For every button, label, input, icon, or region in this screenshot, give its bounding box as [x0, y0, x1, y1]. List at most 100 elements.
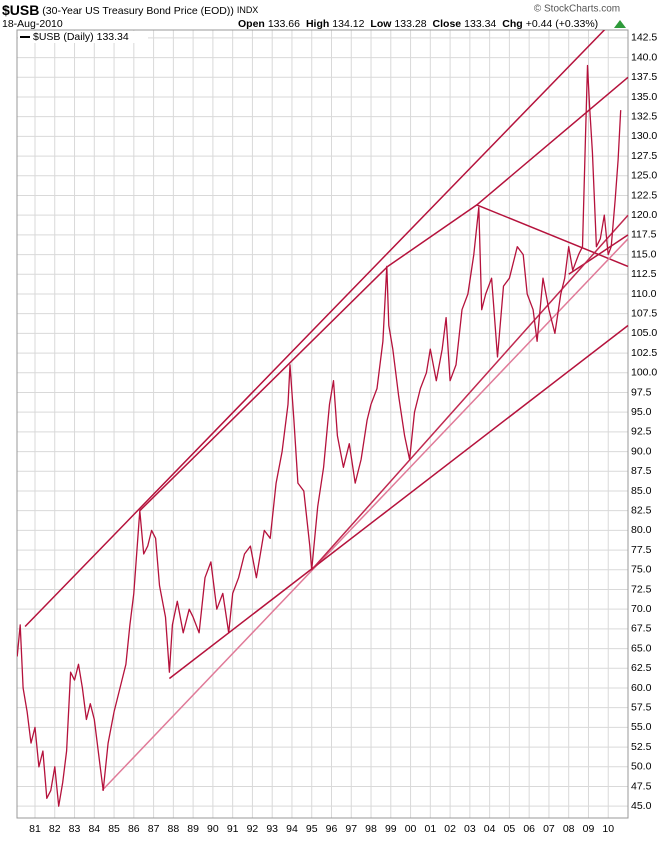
y-tick-label: 55.0 — [631, 721, 652, 733]
x-tick-label: 83 — [69, 823, 81, 835]
y-tick-label: 105.0 — [631, 327, 657, 339]
quote-label: Chg — [502, 18, 522, 30]
trendline — [387, 76, 629, 268]
trendline — [24, 30, 606, 628]
y-tick-label: 102.5 — [631, 347, 657, 359]
x-tick-label: 89 — [187, 823, 199, 835]
quote-value: +0.44 — [526, 18, 553, 30]
y-tick-label: 142.5 — [631, 32, 657, 44]
legend-name: $USB (Daily) — [33, 31, 94, 43]
y-tick-label: 117.5 — [631, 229, 657, 241]
x-tick-label: 98 — [365, 823, 377, 835]
up-indicator — [614, 20, 626, 28]
y-tick-label: 60.0 — [631, 682, 652, 694]
quote-value: 133.28 — [394, 18, 426, 30]
y-tick-label: 67.5 — [631, 623, 652, 635]
symbol: $USB — [2, 2, 39, 18]
x-tick-label: 07 — [543, 823, 555, 835]
y-tick-label: 120.0 — [631, 209, 657, 221]
y-tick-label: 77.5 — [631, 544, 652, 556]
x-tick-label: 97 — [345, 823, 357, 835]
x-tick-label: 93 — [266, 823, 278, 835]
y-tick-label: 45.0 — [631, 800, 652, 812]
legend-entry: $USB (Daily) 133.34 — [33, 31, 129, 43]
quote-label: High — [306, 18, 329, 30]
y-tick-label: 132.5 — [631, 110, 657, 122]
x-tick-label: 06 — [523, 823, 535, 835]
y-tick-label: 95.0 — [631, 406, 652, 418]
y-tick-label: 70.0 — [631, 603, 652, 615]
x-tick-label: 01 — [424, 823, 436, 835]
y-tick-label: 140.0 — [631, 51, 657, 63]
y-tick-label: 112.5 — [631, 268, 657, 280]
y-tick-label: 97.5 — [631, 386, 652, 398]
y-tick-label: 65.0 — [631, 642, 652, 654]
quote-label: Open — [238, 18, 265, 30]
y-tick-label: 57.5 — [631, 701, 652, 713]
x-tick-label: 00 — [405, 823, 417, 835]
trendline — [139, 265, 389, 512]
y-tick-label: 110.0 — [631, 288, 657, 300]
x-tick-label: 10 — [602, 823, 614, 835]
x-tick-label: 84 — [88, 823, 100, 835]
y-tick-label: 85.0 — [631, 485, 652, 497]
quote-label: Low — [370, 18, 392, 30]
x-tick-label: 91 — [227, 823, 239, 835]
y-tick-label: 52.5 — [631, 741, 652, 753]
quote-value: 133.34 — [464, 18, 496, 30]
x-tick-label: 92 — [247, 823, 259, 835]
y-tick-label: 92.5 — [631, 426, 652, 438]
x-tick-label: 94 — [286, 823, 298, 835]
x-tick-label: 03 — [464, 823, 476, 835]
y-tick-label: 62.5 — [631, 662, 652, 674]
y-tick-label: 90.0 — [631, 445, 652, 457]
y-tick-label: 127.5 — [631, 150, 657, 162]
y-tick-label: 137.5 — [631, 71, 657, 83]
trendline — [101, 238, 629, 791]
x-tick-label: 08 — [563, 823, 575, 835]
y-tick-label: 135.0 — [631, 91, 657, 103]
quote-label: Close — [433, 18, 462, 30]
y-tick-label: 50.0 — [631, 761, 652, 773]
trendline — [568, 234, 629, 275]
date: 18-Aug-2010 — [2, 18, 63, 30]
plot-frame — [16, 29, 629, 819]
quote-value: 134.12 — [332, 18, 364, 30]
price-line — [17, 64, 622, 807]
x-tick-label: 05 — [504, 823, 516, 835]
y-tick-label: 122.5 — [631, 189, 657, 201]
y-tick-label: 80.0 — [631, 524, 652, 536]
legend-last-value: 133.34 — [97, 31, 129, 43]
x-tick-label: 85 — [108, 823, 120, 835]
x-tick-label: 82 — [49, 823, 61, 835]
x-tick-label: 95 — [306, 823, 318, 835]
x-tick-label: 87 — [148, 823, 160, 835]
x-tick-label: 96 — [326, 823, 338, 835]
quote: Open 133.66 High 134.12 Low 133.28 Close 133.34… — [238, 18, 598, 30]
y-tick-label: 130.0 — [631, 130, 657, 142]
trendline — [476, 204, 629, 268]
legend-bg — [18, 31, 148, 43]
y-tick-label: 125.0 — [631, 170, 657, 182]
x-tick-label: 90 — [207, 823, 219, 835]
trendline — [168, 324, 629, 680]
y-tick-label: 115.0 — [631, 248, 657, 260]
title: (30-Year US Treasury Bond Price (EOD)) — [42, 5, 234, 17]
y-tick-label: 100.0 — [631, 367, 657, 379]
y-tick-label: 82.5 — [631, 504, 652, 516]
x-tick-label: 81 — [29, 823, 41, 835]
y-tick-label: 107.5 — [631, 307, 657, 319]
quote-value: 133.66 — [268, 18, 300, 30]
x-tick-label: 99 — [385, 823, 397, 835]
x-tick-label: 09 — [583, 823, 595, 835]
x-tick-label: 04 — [484, 823, 496, 835]
y-tick-label: 72.5 — [631, 583, 652, 595]
header-title: $USB (30-Year US Treasury Bond Price (EO… — [2, 2, 258, 18]
x-tick-label: 02 — [444, 823, 456, 835]
x-tick-label: 86 — [128, 823, 140, 835]
change-pct: (+0.33%) — [555, 18, 598, 30]
y-tick-label: 75.0 — [631, 564, 652, 576]
y-tick-label: 47.5 — [631, 780, 652, 792]
trendline — [311, 214, 629, 571]
